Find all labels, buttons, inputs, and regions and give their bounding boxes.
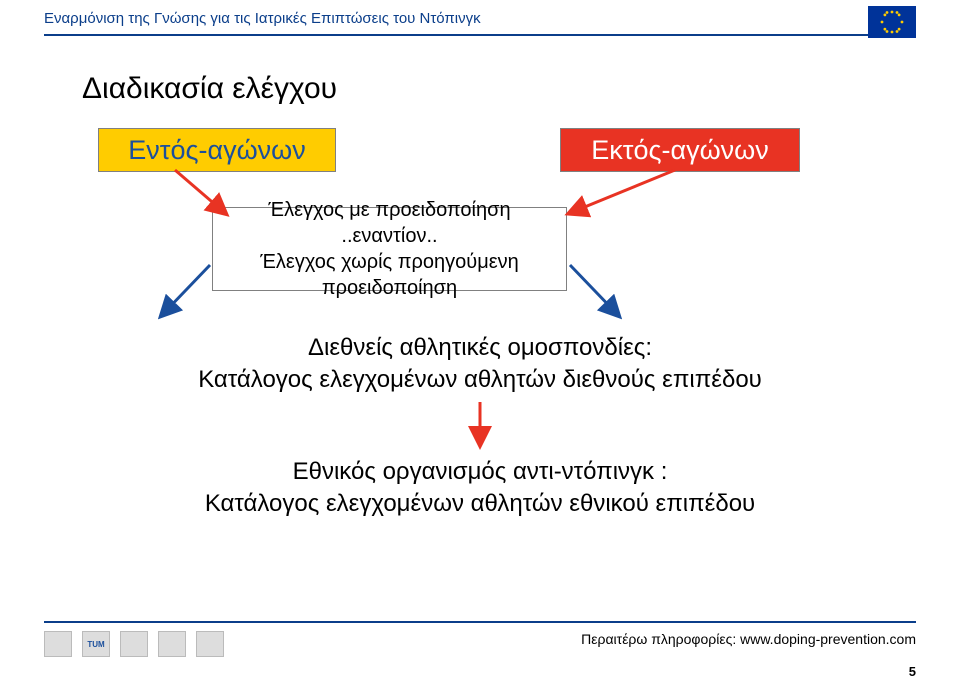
page-number: 5 — [909, 664, 916, 679]
slide-title: Διαδικασία ελέγχου — [82, 72, 337, 106]
header-title: Εναρμόνιση της Γνώσης για τις Ιατρικές Ε… — [44, 10, 481, 27]
arrow-c-out-right — [560, 260, 630, 330]
header: Εναρμόνιση της Γνώσης για τις Ιατρικές Ε… — [44, 10, 916, 36]
box-notice: Έλεγχος με προειδοποίηση ..εναντίον.. Έλ… — [212, 207, 567, 291]
box-b-label: Εκτός-αγώνων — [591, 135, 768, 166]
footer: TUM Περαιτέρω πληροφορίες: www.doping-pr… — [44, 621, 916, 661]
footer-text: Περαιτέρω πληροφορίες: www.doping-preven… — [581, 631, 916, 647]
eu-flag-icon — [868, 6, 916, 38]
logo-5-icon — [196, 631, 224, 657]
text-national: Εθνικός οργανισμός αντι-ντόπινγκ : Κατάλ… — [180, 456, 780, 520]
logo-3-icon — [120, 631, 148, 657]
logo-tum-icon: TUM — [82, 631, 110, 657]
box-c-line1: Έλεγχος με προειδοποίηση — [268, 197, 510, 223]
arrow-a-to-c — [170, 165, 240, 225]
logo-4-icon — [158, 631, 186, 657]
footer-logos: TUM — [44, 631, 224, 657]
box-c-line2: ..εναντίον.. — [341, 223, 437, 249]
text-federations: Διεθνείς αθλητικές ομοσπονδίες: Κατάλογο… — [180, 332, 780, 396]
box-c-line3: Έλεγχος χωρίς προηγούμενη προειδοποίηση — [231, 249, 548, 301]
text1-line1: Διεθνείς αθλητικές ομοσπονδίες: — [180, 332, 780, 364]
arrow-c-out-left — [150, 260, 220, 330]
box-a-label: Εντός-αγώνων — [128, 135, 305, 166]
arrow-down — [460, 400, 500, 454]
logo-1-icon — [44, 631, 72, 657]
text1-line2: Κατάλογος ελεγχομένων αθλητών διεθνούς ε… — [180, 364, 780, 396]
arrow-b-to-c — [555, 165, 685, 225]
text2-line2: Κατάλογος ελεγχομένων αθλητών εθνικού επ… — [180, 488, 780, 520]
text2-line1: Εθνικός οργανισμός αντι-ντόπινγκ : — [180, 456, 780, 488]
